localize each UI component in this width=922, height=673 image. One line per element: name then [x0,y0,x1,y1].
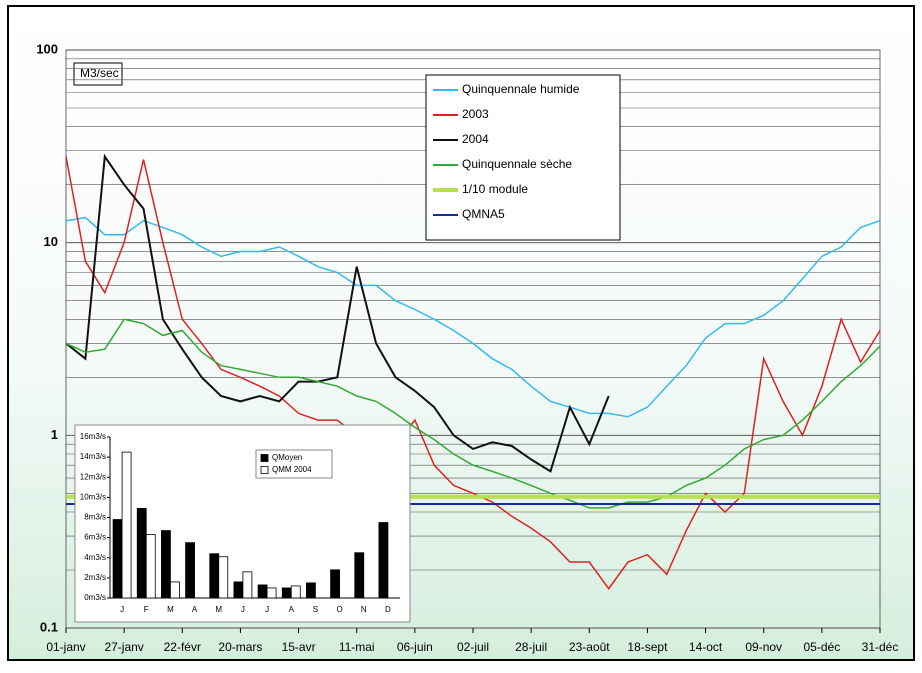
bar [378,522,389,599]
x-tick-label: A [289,605,295,614]
bar [218,556,229,599]
legend-swatch [260,454,269,462]
bar [257,584,268,599]
bar [242,571,253,599]
legend-swatch [260,466,269,474]
legend-label: 2003 [462,107,489,121]
x-tick-label: J [120,605,124,614]
bar [233,581,244,599]
y-tick-label: 8m3/s [84,513,106,522]
bar [145,534,156,599]
x-tick-label: O [336,605,342,614]
legend-box [255,449,333,479]
bar [161,530,171,599]
legend-label: Quinquennale humide [462,82,580,96]
x-tick-label: F [144,605,149,614]
legend-label: QMoyen [272,453,302,462]
x-tick-label: 23-août [569,640,610,654]
bar [170,581,180,599]
series-line [65,216,881,418]
x-tick-label: J [265,605,269,614]
y-tick-label: 16m3/s [80,432,106,441]
bar [354,552,365,599]
x-tick-label: D [385,605,391,614]
bar [136,508,147,599]
x-tick-label: 11-mai [339,640,375,654]
y-tick-label: 0m3/s [84,593,106,602]
x-tick-label: 18-sept [627,640,668,654]
x-tick-label: 31-déc [862,640,899,654]
legend-box [425,74,621,241]
x-tick-label: J [241,605,245,614]
y-tick-label: 0.1 [40,619,58,634]
bar [209,553,220,599]
y-tick-label: 10m3/s [80,492,106,501]
x-tick-label: S [313,605,318,614]
x-tick-label: 14-oct [689,640,723,654]
x-tick-label: 05-déc [804,640,841,654]
y-tick-label: 10 [44,234,58,249]
x-tick-label: 01-janv [46,640,85,654]
x-tick-label: 22-févr [164,640,201,654]
bar [290,585,301,599]
bar [281,587,292,599]
bar [266,587,277,599]
x-tick-label: 20-mars [218,640,262,654]
y-tick-label: 100 [36,41,58,56]
y-tick-label: 2m3/s [84,573,106,582]
y-tick-label: 4m3/s [84,553,106,562]
unit-label: M3/sec [80,66,119,80]
series-line [65,318,881,509]
x-tick-label: 06-juin [397,640,433,654]
legend-label: 1/10 module [462,182,528,196]
x-tick-label: 02-juil [457,640,489,654]
series-line [65,156,881,590]
x-tick-label: 28-juil [515,640,547,654]
y-tick-label: 14m3/s [80,452,106,461]
x-tick-label: M [215,605,222,614]
x-tick-label: M [167,605,174,614]
bar [330,569,340,599]
legend-label: Quinquennale sèche [462,157,572,171]
y-tick-label: 1 [51,427,58,442]
bar [112,519,123,599]
legend-label: QMNA5 [462,207,505,221]
bar [185,542,195,599]
x-tick-label: 27-janv [104,640,143,654]
legend-label: QMM 2004 [272,465,312,474]
x-tick-label: 09-nov [745,640,782,654]
x-tick-label: N [361,605,367,614]
bar [306,582,316,599]
bar [121,451,132,599]
x-tick-label: 15-avr [282,640,316,654]
y-tick-label: 12m3/s [80,472,106,481]
y-tick-label: 6m3/s [84,533,106,542]
x-tick-label: A [192,605,198,614]
series-line [65,153,610,473]
legend-label: 2004 [462,132,489,146]
